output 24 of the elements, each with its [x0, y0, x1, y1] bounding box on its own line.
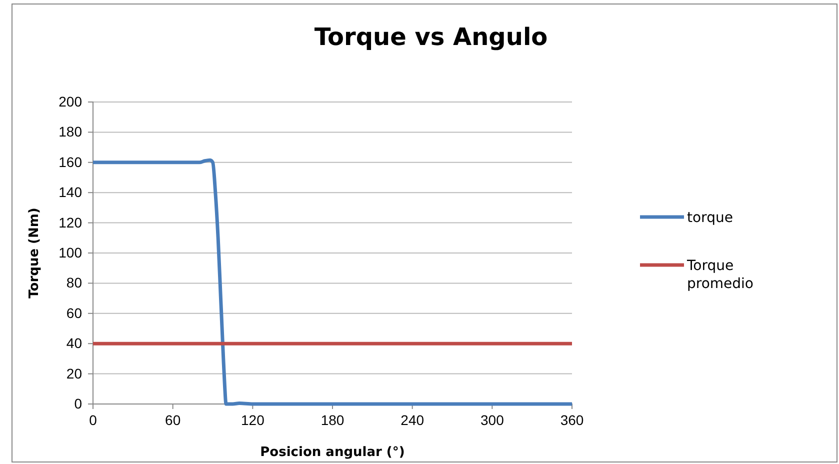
- line-series: [91, 158, 574, 406]
- y-tick-label: 80: [66, 274, 82, 291]
- y-tick-label: 180: [58, 124, 82, 140]
- legend-label: Torque promedio: [686, 258, 754, 292]
- x-tick-label: 360: [560, 412, 584, 428]
- x-tick-label: 180: [320, 412, 344, 428]
- y-tick-label: 40: [66, 335, 82, 352]
- x-tick-label: 300: [480, 412, 504, 428]
- y-tick-label: 200: [58, 93, 82, 110]
- x-tick-label: 60: [165, 412, 181, 428]
- chart-title: Torque vs Angulo: [314, 23, 548, 51]
- y-tick-label: 160: [58, 154, 82, 170]
- x-tick-label: 0: [89, 412, 98, 428]
- y-tick-label: 120: [58, 214, 82, 230]
- x-axis-title: Posicion angular (°): [260, 445, 405, 460]
- y-tick-label: 60: [66, 304, 82, 321]
- x-tick-label: 240: [400, 412, 424, 428]
- x-tick-label: 120: [240, 412, 265, 428]
- y-axis-title: Torque (Nm): [27, 208, 42, 298]
- legend-label: torque: [687, 210, 733, 226]
- y-tick-label: 100: [58, 244, 82, 260]
- y-tick-label: 20: [66, 365, 82, 382]
- y-tick-label: 0: [74, 395, 82, 412]
- y-tick-label: 140: [58, 184, 82, 200]
